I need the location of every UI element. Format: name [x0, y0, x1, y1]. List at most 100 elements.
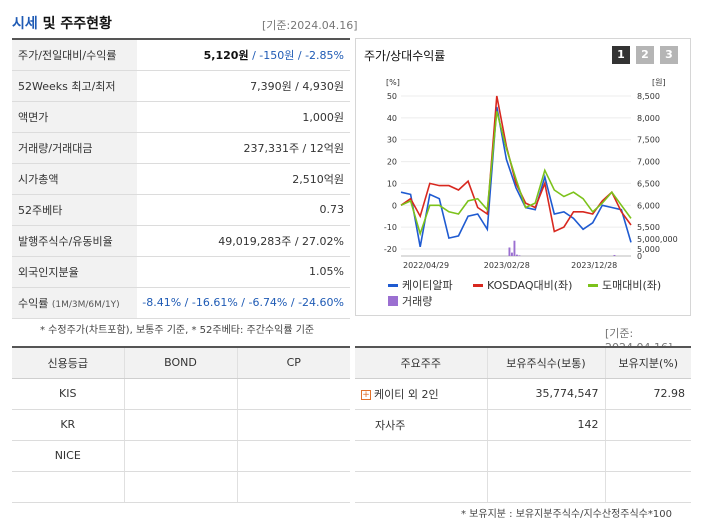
date-stamp: [기준:2024.04.16] [262, 19, 358, 32]
volume-tick-label: 0 [637, 252, 642, 261]
shareholder-shares [487, 440, 606, 472]
right-tick-label: 5,500 [637, 223, 660, 232]
volume-bar [513, 240, 516, 256]
legend-label: KOSDAQ대비(좌) [487, 279, 573, 292]
quote-row-label: 액면가 [12, 101, 137, 132]
credit-cell [12, 471, 125, 503]
section-title-highlight: 시세 [12, 16, 38, 32]
credit-cell [237, 471, 350, 503]
shareholder-pct [605, 409, 691, 441]
volume-tick-label: 5,000,000 [637, 235, 678, 244]
credit-header: 신용등급 [12, 347, 125, 379]
quote-row-label: 발행주식수/유동비율 [12, 225, 137, 256]
expand-plus-icon[interactable]: + [361, 389, 371, 400]
credit-cell [237, 378, 350, 410]
chart-page-1-button[interactable]: 1 [612, 46, 630, 64]
shareholder-row: + 케이티 외 2인 35,774,547 72.98 [355, 378, 691, 410]
price-chart-panel: 주가/상대수익률 1 2 3 [%] [원] 50 8,500 40 8,000 30 7,5… [355, 38, 691, 316]
quote-row-value: 1.05% [309, 265, 344, 278]
credit-cell [124, 471, 238, 503]
legend-swatch [473, 283, 483, 287]
shareholder-shares: 35,774,547 [487, 378, 606, 410]
left-tick-label: 10 [387, 179, 397, 188]
legend-swatch [588, 283, 598, 287]
right-tick-label: 6,000 [637, 201, 660, 210]
volume-bar [613, 254, 616, 256]
shareholder-note: * 보유지분 : 보유지분주식수/지수산정주식수*100 [461, 509, 672, 520]
credit-cell [124, 440, 238, 472]
credit-cell: KR [12, 409, 125, 441]
left-tick-label: -10 [384, 223, 397, 232]
quote-table: 주가/전일대비/수익률 5,120원 / -150원 / -2.85% 52Week… [12, 38, 350, 319]
quote-row-value: 1,000원 [302, 110, 344, 124]
legend-label: 거래량 [402, 295, 433, 308]
quote-row-value: -8.41% / -16.61% / -6.74% / -24.60% [142, 296, 344, 309]
shareholder-name[interactable]: + 케이티 외 2인 [355, 378, 488, 410]
credit-header: BOND [124, 347, 238, 379]
quote-row-label: 52Weeks 최고/최저 [12, 70, 137, 101]
right-tick-label: 7,000 [637, 158, 660, 167]
quote-row-value: 5,120원 / -150원 / -2.85% [203, 48, 344, 62]
shareholder-row [355, 440, 691, 472]
left-tick-label: -20 [384, 245, 397, 254]
right-tick-label: 6,500 [637, 179, 660, 188]
quote-row: 거래량/거래대금 237,331주 / 12억원 [12, 132, 350, 163]
left-tick-label: 40 [387, 114, 397, 123]
quote-row-label: 주가/전일대비/수익률 [12, 39, 137, 70]
legend-item-wholesale: 도매대비(좌) [588, 277, 661, 293]
quote-row: 52Weeks 최고/최저 7,390원 / 4,930원 [12, 70, 350, 101]
credit-cell [124, 409, 238, 441]
quote-row: 외국인지분율 1.05% [12, 256, 350, 287]
volume-bar [511, 252, 513, 256]
credit-rating-table: 신용등급 BOND CP KIS KR NICE [12, 346, 350, 503]
shareholder-name: 자사주 [355, 409, 488, 441]
quote-note: * 수정주가(차트포함), 보통주 기준, * 52주베타: 주간수익률 기준 [40, 325, 315, 336]
quote-row: 액면가 1,000원 [12, 101, 350, 132]
legend-label: 도매대비(좌) [602, 279, 662, 292]
credit-row: NICE [12, 440, 350, 472]
legend-swatch [388, 283, 398, 287]
quote-row-label: 거래량/거래대금 [12, 132, 137, 163]
shareholder-row [355, 471, 691, 503]
shareholder-shares [487, 471, 606, 503]
price-chart: [%] [원] 50 8,500 40 8,000 30 7,500 20 7,000 10 6,50… [384, 78, 678, 270]
quote-row: 수익률 (1M/3M/6M/1Y) -8.41% / -16.61% / -6.7… [12, 287, 350, 318]
quote-row-label: 시가총액 [12, 163, 137, 194]
volume-bar [518, 255, 521, 256]
section-title: 시세 및 주주현황 [12, 13, 112, 33]
volume-bar [508, 247, 511, 256]
right-axis-unit: [원] [652, 78, 666, 87]
volume-bar [516, 254, 518, 256]
shareholder-pct [605, 440, 691, 472]
chart-page-2-button[interactable]: 2 [636, 46, 654, 64]
shareholder-header: 주요주주 [355, 347, 488, 379]
chart-page-3-button[interactable]: 3 [660, 46, 678, 64]
quote-row-label: 52주베타 [12, 194, 137, 225]
right-tick-label: 7,500 [637, 136, 660, 145]
shareholder-name [355, 471, 488, 503]
quote-row-value: 2,510억원 [292, 172, 344, 186]
shareholder-pct [605, 471, 691, 503]
quote-row-label: 외국인지분율 [12, 256, 137, 287]
quote-row-value: 49,019,283주 / 27.02% [218, 234, 344, 248]
quote-row-value: 7,390원 / 4,930원 [250, 79, 344, 93]
credit-cell: NICE [12, 440, 125, 472]
shareholder-header: 보유지분(%) [605, 347, 691, 379]
series-line-1 [400, 95, 632, 233]
x-tick-label: 2023/12/28 [571, 261, 617, 270]
left-tick-label: 30 [387, 136, 397, 145]
shareholder-row: 자사주 142 [355, 409, 691, 441]
series-line-2 [400, 111, 632, 237]
shareholder-header: 보유주식수(보통) [487, 347, 606, 379]
right-tick-label: 8,500 [637, 92, 660, 101]
right-tick-label: 5,000 [637, 245, 660, 254]
legend-item-kt-alpha: 케이티알파 [388, 277, 453, 293]
quote-row: 52주베타 0.73 [12, 194, 350, 225]
quote-row-label: 수익률 (1M/3M/6M/1Y) [12, 287, 137, 318]
left-tick-label: 0 [392, 201, 397, 210]
shareholder-table: 주요주주 보유주식수(보통) 보유지분(%) + 케이티 외 2인 35,774,547… [355, 346, 691, 503]
section-title-rest: 및 주주현황 [37, 16, 112, 32]
quote-row: 발행주식수/유동비율 49,019,283주 / 27.02% [12, 225, 350, 256]
chart-title: 주가/상대수익률 [364, 49, 446, 63]
left-tick-label: 20 [387, 158, 397, 167]
